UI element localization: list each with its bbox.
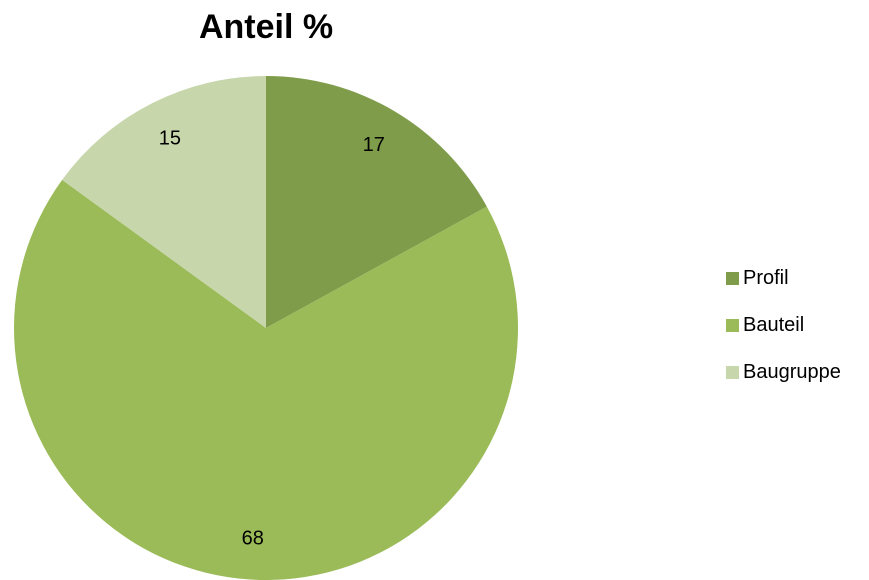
legend-swatch <box>726 318 739 332</box>
pie-slice-baugruppe <box>62 76 266 328</box>
legend-swatch <box>726 365 739 379</box>
data-label-profil: 17 <box>363 134 385 156</box>
legend-item-profil: Profil <box>726 266 841 290</box>
legend-label: Baugruppe <box>743 360 841 383</box>
pie-data-labels: 17 68 15 <box>159 128 385 550</box>
legend-item-bauteil: Bauteil <box>726 313 841 337</box>
chart-legend: Profil Bauteil Baugruppe <box>726 266 841 407</box>
pie-slice-profil <box>266 76 487 328</box>
legend-item-baugruppe: Baugruppe <box>726 360 841 384</box>
pie-slices <box>14 76 519 580</box>
legend-label: Profil <box>743 266 789 289</box>
chart-title: Anteil % <box>198 8 334 46</box>
legend-label: Bauteil <box>743 313 805 336</box>
pie-slice-bauteil <box>14 179 519 580</box>
data-label-baugruppe: 15 <box>159 128 181 150</box>
data-label-bauteil: 68 <box>242 528 264 550</box>
legend-swatch <box>726 271 739 285</box>
